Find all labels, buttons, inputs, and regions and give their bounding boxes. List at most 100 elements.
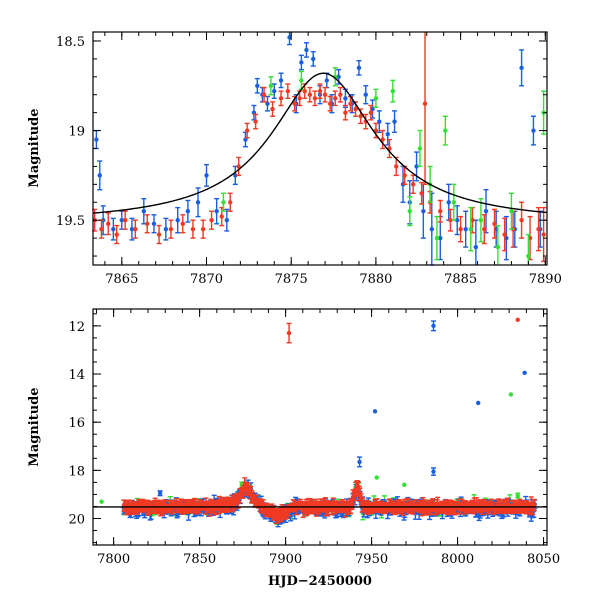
data-point-blue [303,42,309,58]
data-point-blue [357,456,363,468]
bottom-xlabel: HJD−2450000 [268,574,372,589]
data-point-blue [385,122,391,146]
data-point-blue [224,208,230,232]
top-panel: 7865 7870 7875 7880 7885 7890 18.5 19 19.5 Magni… [27,31,562,287]
y-tick-label: 12 [68,320,85,335]
data-point-red [168,219,174,239]
data-point-red [156,224,162,245]
data-point-green [525,233,531,265]
data-point-blue [376,110,382,134]
data-point-red [437,199,443,223]
data-point-blue [287,32,293,46]
data-point-green [508,192,514,230]
data-point-red [380,129,386,150]
data-point-red [180,214,186,234]
data-point-red [209,210,215,230]
data-point-red [519,201,525,239]
y-tick-label: 16 [68,416,85,431]
y-tick-label: 18 [68,464,85,479]
data-point-red [322,86,328,103]
top-ylabel: Magnitude [27,108,42,187]
data-point-blue [463,210,469,248]
data-point-red [393,156,399,177]
data-point-red [227,192,233,212]
data-point-blue [476,400,481,406]
data-point-red [368,104,374,121]
data-point-red [122,210,128,230]
data-point-blue [356,59,362,76]
data-point-red [278,90,284,107]
top-model-curve [92,72,548,214]
data-point-red [292,95,298,112]
data-point-green [434,215,440,261]
data-point-green [478,197,484,243]
data-point-red [337,86,343,103]
data-point-blue [157,490,163,497]
bottom-panel: 7800 7850 7900 7950 8000 8050 12 14 16 18 20 Magni… [27,308,560,589]
data-point-blue [141,197,147,225]
data-point-red [144,214,150,234]
data-point-blue [97,160,103,191]
data-point-red [190,219,196,239]
data-point-blue [175,206,181,234]
x-tick-label: 7950 [355,552,388,567]
x-tick-label: 7865 [105,272,138,287]
data-point-blue [93,129,99,150]
data-point-blue [163,217,169,241]
data-point-red [419,181,425,205]
data-point-blue [185,199,191,223]
data-point-blue [264,95,270,112]
data-point-blue [310,51,316,67]
data-point-blue [129,217,135,241]
x-tick-label: 7875 [275,272,308,287]
data-point-blue [110,217,116,241]
bottom-data-points [99,317,538,528]
data-point-green [468,206,474,252]
data-point-red [244,122,250,139]
top-frame [92,31,548,266]
data-point-green [374,475,379,480]
data-point-red [422,32,428,186]
data-point-green [515,492,521,499]
data-point-red [332,90,338,107]
y-tick-label: 20 [68,513,85,528]
x-tick-label: 7800 [97,552,130,567]
data-point-blue [530,115,536,146]
data-point-green [442,115,448,146]
data-point-red [285,83,291,100]
data-point-red [327,95,333,112]
data-point-green [332,67,338,87]
data-point-blue [324,72,330,89]
data-point-blue [271,83,277,100]
x-tick-label: 7900 [269,552,302,567]
data-point-red [515,317,520,323]
y-tick-label: 19 [68,125,85,140]
bottom-ticks: 7800 7850 7900 7950 8000 8050 12 14 16 18 20 [68,309,560,567]
data-point-blue [431,320,436,332]
top-data-points [92,32,547,266]
data-point-red [105,212,111,236]
data-point-green [495,224,501,265]
data-point-blue [298,54,304,71]
data-point-blue [454,205,460,236]
data-point-red [307,86,313,103]
data-point-blue [363,85,369,105]
data-point-green [373,88,379,108]
data-point-red [347,95,353,112]
y-tick-label: 18.5 [56,35,85,50]
data-point-red [253,113,259,130]
data-point-blue [431,467,436,476]
y-tick-label: 14 [68,368,85,383]
data-point-green [451,183,457,221]
data-point-blue [278,72,284,89]
data-point-red [312,90,318,107]
data-point-green [390,79,396,103]
x-tick-label: 8050 [527,552,560,567]
x-tick-label: 7870 [190,272,223,287]
data-point-red [502,217,508,252]
data-point-red [114,224,120,245]
data-point-blue [214,197,220,225]
data-point-red [531,498,537,512]
data-point-red [342,104,348,121]
